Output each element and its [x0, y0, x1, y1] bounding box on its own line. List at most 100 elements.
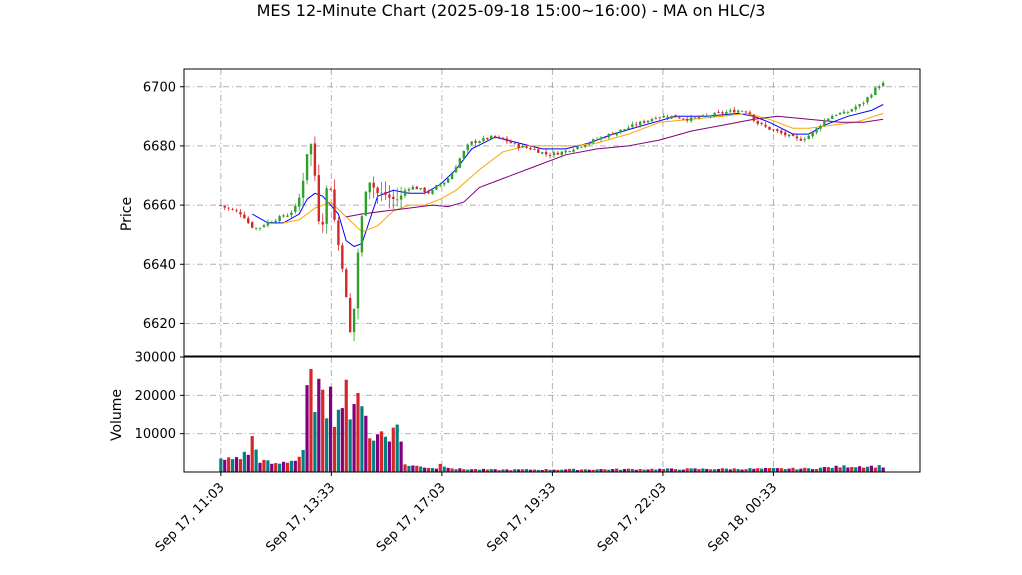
volume-bar	[254, 449, 258, 472]
volume-bar	[626, 468, 631, 472]
candle	[313, 136, 317, 182]
volume-bar	[869, 465, 874, 472]
volume-bar	[583, 469, 587, 472]
volume-bar	[297, 456, 301, 472]
candle	[721, 110, 724, 116]
candle	[352, 308, 356, 341]
candle	[435, 184, 438, 191]
volume-bar	[407, 465, 411, 472]
candle	[701, 114, 705, 118]
candle	[831, 114, 834, 119]
volume-bar	[246, 454, 250, 472]
candle	[693, 117, 697, 120]
price-grid	[184, 69, 920, 356]
candle	[713, 111, 716, 118]
volume-y-ticks: 10000 20000 30000	[135, 351, 184, 442]
candle	[756, 120, 759, 126]
candle	[329, 188, 332, 191]
candle	[341, 242, 344, 273]
candle	[838, 112, 842, 115]
candle	[552, 150, 556, 158]
candle	[607, 133, 611, 140]
volume-bar	[595, 469, 599, 472]
candle	[697, 115, 701, 120]
volume-bar	[838, 467, 842, 472]
candle	[823, 118, 826, 127]
candle	[419, 187, 422, 191]
volume-bar	[532, 469, 536, 472]
volume-bar	[552, 469, 556, 472]
volume-bar	[713, 469, 717, 472]
volume-bar	[258, 462, 262, 472]
volume-bar	[485, 469, 489, 472]
candle	[705, 112, 709, 117]
candle	[807, 133, 810, 140]
candle	[642, 119, 646, 125]
volume-bar	[803, 467, 807, 472]
volume-bar	[395, 424, 399, 472]
candle	[603, 136, 607, 139]
volume-bar	[740, 469, 744, 472]
candle	[881, 80, 885, 87]
volume-bar	[501, 469, 505, 472]
candle	[689, 114, 693, 123]
candle	[227, 206, 230, 211]
volume-bar	[528, 469, 533, 472]
volume-bar	[587, 469, 591, 472]
candle	[337, 217, 340, 251]
volume-bar	[517, 469, 521, 472]
candle	[834, 114, 838, 117]
candle	[646, 120, 650, 124]
x-tick-label: Sep 17, 13:33	[263, 480, 338, 555]
volume-bar	[328, 386, 333, 472]
volume-bar	[489, 469, 493, 472]
candle	[795, 134, 799, 141]
volume-bar	[834, 465, 838, 472]
candle	[544, 149, 548, 157]
volume-bar	[716, 468, 721, 472]
candle	[525, 145, 528, 149]
candle	[270, 220, 273, 223]
candle	[819, 124, 822, 132]
candle	[744, 110, 748, 114]
volume-bar	[493, 469, 497, 472]
volume-bar	[705, 468, 709, 472]
candle	[827, 118, 830, 122]
volume-bar	[697, 469, 701, 472]
candle	[780, 127, 783, 136]
volume-bar	[524, 469, 529, 472]
volume-bar	[340, 408, 344, 472]
volume-bar	[603, 469, 607, 472]
candle	[584, 144, 587, 149]
volume-bar	[477, 469, 482, 472]
volume-bar	[630, 469, 634, 472]
volume-bar	[709, 469, 713, 472]
volume-bar	[344, 379, 348, 472]
candle	[811, 131, 814, 139]
volume-bar	[568, 468, 572, 472]
volume-bar	[219, 458, 223, 472]
volume-bar	[317, 378, 321, 472]
candle	[470, 141, 473, 146]
volume-bar	[650, 468, 654, 472]
volume-bar	[556, 469, 560, 472]
volume-bar	[391, 427, 395, 472]
volume-bar	[281, 461, 286, 472]
price-tick-label: 6680	[143, 139, 176, 154]
volume-bar	[481, 468, 486, 472]
volume-bar	[779, 468, 783, 472]
candle	[493, 135, 497, 139]
candle	[595, 137, 599, 141]
candle	[474, 139, 477, 146]
candle	[752, 114, 756, 123]
candle	[486, 137, 489, 142]
volume-bar	[430, 468, 435, 472]
volume-bar	[822, 467, 826, 472]
volume-bar	[599, 469, 603, 472]
candle	[541, 151, 544, 155]
candle	[772, 128, 775, 133]
volume-bar	[775, 468, 779, 472]
volume-bar	[419, 466, 423, 472]
volume-bar	[423, 467, 427, 472]
volume-bar	[332, 426, 337, 472]
